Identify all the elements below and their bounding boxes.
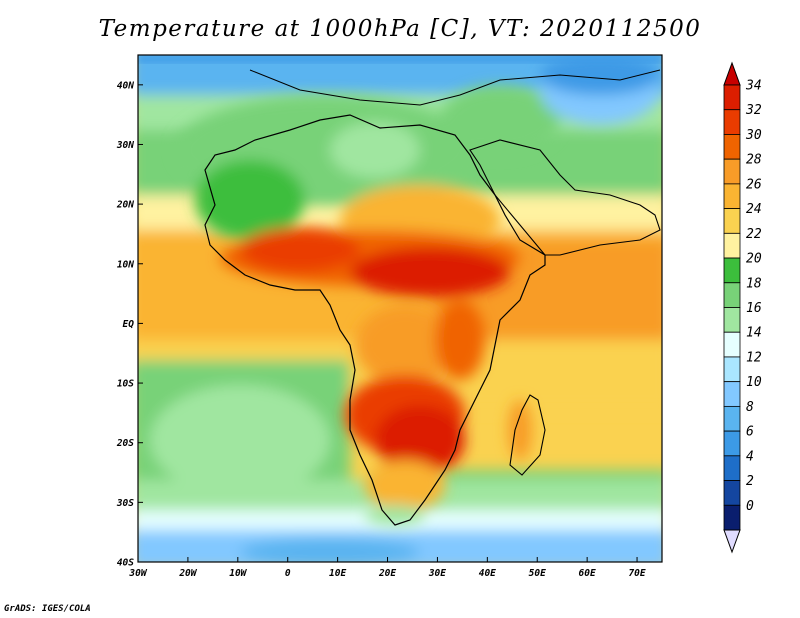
africa-coastline	[204, 114, 546, 526]
lon-tick-label: 20E	[378, 568, 396, 579]
colorbar-bottom-arrow	[723, 529, 741, 554]
colorbar-label: 24	[746, 202, 762, 217]
lat-tick-label: 30N	[116, 140, 134, 151]
lat-tick-label: 10N	[117, 259, 134, 270]
colorbar-label: 26	[746, 177, 762, 192]
map-title: Temperature at 1000hPa [C], VT: 20201125…	[98, 16, 702, 42]
lon-tick-label: 10E	[329, 568, 346, 579]
colorbar-swatch	[723, 504, 741, 531]
colorbar-swatch	[723, 134, 741, 160]
madagascar-coastline	[509, 394, 546, 476]
colorbar-swatch	[723, 307, 741, 333]
colorbar-swatch	[723, 232, 741, 259]
colorbar-label: 28	[746, 153, 762, 168]
colorbar-swatch	[723, 84, 741, 111]
colorbar-label: 18	[746, 276, 762, 291]
colorbar-label: 10	[746, 375, 762, 390]
temperature-field	[138, 55, 662, 562]
lon-tick-label: 0	[285, 568, 291, 579]
colorbar-swatch	[723, 183, 741, 210]
lat-tick-label: 10S	[117, 379, 134, 390]
credit-text: GrADS: IGES/COLA	[4, 604, 91, 614]
colorbar-swatch	[723, 208, 741, 234]
colorbar-swatch	[723, 480, 741, 506]
colorbar-top-arrow	[723, 61, 741, 86]
colorbar-swatch	[723, 430, 741, 457]
colorbar-swatch	[723, 331, 741, 358]
lat-tick-label: EQ	[123, 319, 135, 330]
latitude-ticks: 40N 30N 20N 10N EQ 10S 20S 30S 40S	[116, 80, 143, 569]
lon-tick-label: 30E	[428, 568, 446, 579]
colorbar-label: 4	[746, 449, 754, 464]
colorbar-swatch	[723, 455, 741, 481]
colorbar-swatch	[723, 356, 741, 383]
colorbar-swatch	[723, 282, 741, 308]
colorbar-label: 16	[746, 301, 762, 316]
colorbar-label: 34	[745, 79, 762, 94]
lat-tick-label: 40N	[117, 80, 134, 91]
lon-tick-label: 20W	[178, 568, 197, 579]
lat-tick-label: 30S	[116, 498, 134, 509]
colorbar-label: 0	[746, 499, 754, 514]
lat-tick-label: 20S	[116, 438, 134, 449]
colorbar-label: 8	[746, 400, 754, 415]
arabia-coastline	[469, 139, 661, 256]
colorbar-label: 32	[745, 103, 762, 118]
colorbar-swatch	[723, 381, 741, 407]
colorbar-label: 2	[746, 474, 754, 489]
colorbar-label: 12	[746, 350, 762, 365]
lon-tick-label: 10W	[229, 568, 247, 579]
lon-tick-label: 70E	[628, 568, 645, 579]
longitude-ticks: 30W 20W 10W 0 10E 20E 30E 40E 50E 60E 70E	[128, 557, 646, 579]
europe-coastline	[249, 69, 661, 106]
lon-tick-label: 60E	[579, 568, 596, 579]
lon-tick-label: 30W	[128, 568, 147, 579]
colorbar-swatch	[723, 109, 741, 135]
colorbar-label: 20	[746, 252, 762, 267]
colorbar-label: 14	[746, 326, 762, 341]
colorbar-swatch	[723, 405, 741, 432]
lon-tick-label: 50E	[529, 568, 546, 579]
colorbar-label: 22	[746, 227, 762, 242]
colorbar-label: 6	[746, 425, 754, 440]
lat-tick-label: 20N	[116, 200, 134, 211]
plot-frame	[137, 54, 663, 563]
colorbar-swatch	[723, 158, 741, 185]
colorbar-label: 30	[745, 128, 762, 143]
colorbar-swatch	[723, 257, 741, 284]
lat-tick-label: 40S	[117, 558, 134, 569]
lon-tick-label: 40E	[479, 568, 496, 579]
